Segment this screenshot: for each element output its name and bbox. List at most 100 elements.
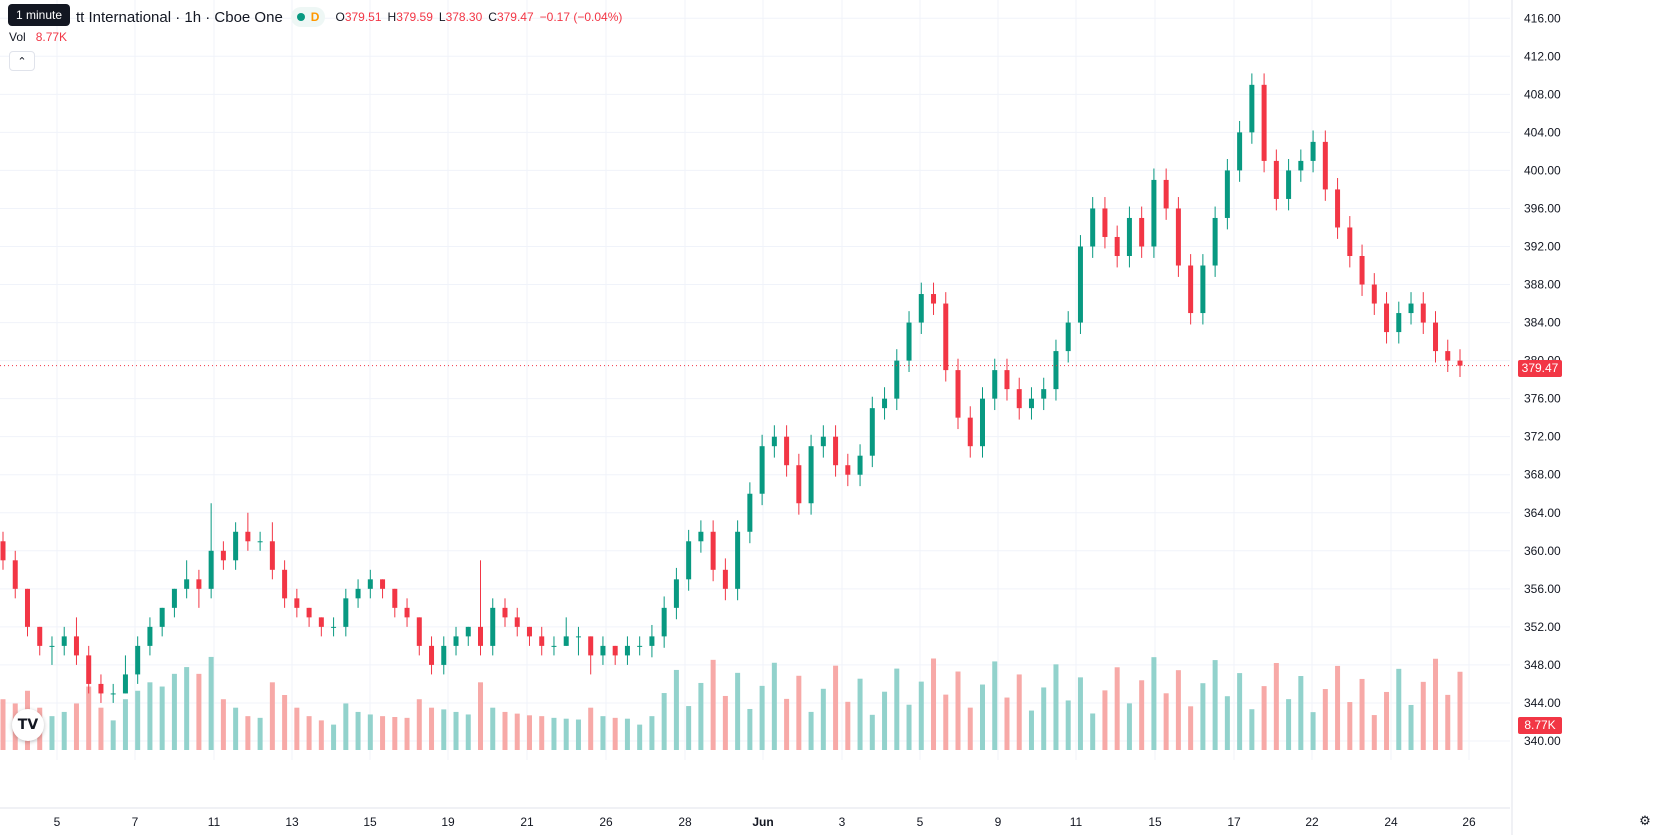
volume-bar [1371, 715, 1377, 750]
volume-bar [196, 673, 202, 750]
tradingview-logo-icon[interactable]: TV [12, 709, 44, 741]
candle-body [563, 636, 569, 646]
price-tick-label: 348.00 [1524, 658, 1561, 672]
volume-bar [429, 707, 435, 750]
volume-bar [771, 662, 777, 750]
volume-bar [1237, 673, 1243, 750]
candle-body [967, 417, 973, 447]
volume-bar [588, 707, 594, 750]
volume-bar [233, 707, 239, 750]
volume-bar [1347, 702, 1353, 750]
symbol-title[interactable]: tt International · 1h · Cboe One [76, 8, 283, 26]
candle-body [649, 636, 655, 646]
candle-body [1457, 360, 1463, 366]
price-tick-label: 384.00 [1524, 316, 1561, 330]
candle-body [392, 588, 398, 608]
volume-bar [808, 711, 814, 750]
volume-bar [673, 669, 679, 750]
candle-body [1335, 189, 1341, 228]
volume-bar [526, 715, 532, 750]
volume-bar [1298, 676, 1304, 750]
ohlc-high: H379.59 [387, 10, 433, 24]
volume-bar [110, 720, 116, 750]
volume-bar [184, 667, 190, 750]
volume-bar [1163, 693, 1169, 750]
volume-bar [269, 682, 275, 750]
candle-body [465, 626, 471, 637]
volume-bar [637, 724, 643, 750]
volume-bar [857, 678, 863, 750]
volume-bar [478, 682, 484, 750]
candle-body [624, 645, 630, 656]
volume-bar [98, 707, 104, 750]
volume-bar [992, 661, 998, 750]
time-tick-label: 11 [1070, 815, 1083, 829]
candle-body [1004, 370, 1010, 390]
candle-body [1249, 84, 1255, 133]
volume-bar [318, 720, 324, 750]
candle-body [1053, 351, 1059, 390]
volume-legend: Vol 8.77K [9, 30, 67, 44]
volume-bar [208, 656, 214, 750]
volume-bar [1224, 696, 1230, 750]
candle-body [1298, 160, 1304, 171]
candle-body [502, 607, 508, 618]
candle-body [1286, 170, 1292, 199]
candle-body [220, 550, 226, 561]
candle-body [1359, 256, 1365, 285]
volume-bar [61, 711, 67, 750]
volume-bar [612, 717, 618, 750]
candle-body [184, 579, 190, 589]
time-tick-label: 11 [208, 815, 221, 829]
volume-label[interactable]: Vol [9, 30, 26, 44]
volume-bar [502, 711, 508, 750]
volume-bar [367, 714, 373, 750]
volume-bar [869, 714, 875, 750]
candle-body [1102, 208, 1108, 237]
time-tick-label: 9 [995, 815, 1002, 829]
price-tick-label: 344.00 [1524, 696, 1561, 710]
volume-bar [918, 681, 924, 750]
volume-bar [49, 716, 55, 750]
candle-body [1408, 303, 1414, 314]
candle-body [1445, 351, 1451, 361]
volume-bar [1175, 670, 1181, 750]
volume-bar [735, 672, 741, 750]
time-tick-label: 5 [54, 815, 61, 829]
volume-bar [1102, 690, 1108, 750]
time-tick-label: 15 [1148, 815, 1162, 829]
volume-bar [661, 693, 667, 750]
price-tick-label: 412.00 [1524, 49, 1561, 63]
volume-bar [159, 686, 165, 750]
volume-bar [1200, 683, 1206, 750]
volume-bar [551, 717, 557, 750]
market-status-pill[interactable]: D [290, 7, 326, 27]
volume-bar [1188, 706, 1194, 750]
candle-body [49, 645, 55, 647]
candle-body [1261, 84, 1267, 161]
candle-body [1114, 236, 1120, 256]
market-open-dot-icon [296, 13, 305, 21]
collapse-legend-button[interactable]: ⌃ [9, 51, 35, 71]
volume-bar [1053, 664, 1059, 750]
volume-bar [1016, 674, 1022, 750]
gear-icon[interactable]: ⚙ [1639, 813, 1651, 828]
symbol-legend: tt International · 1h · Cboe One D O379.… [76, 7, 622, 27]
candle-body [931, 294, 937, 304]
candle-body [147, 626, 153, 646]
volume-bar [404, 717, 410, 750]
volume-bar [686, 706, 692, 750]
chevron-up-icon: ⌃ [17, 55, 27, 68]
candle-body [37, 626, 43, 646]
price-tick-label: 360.00 [1524, 544, 1561, 558]
candle-body [894, 360, 900, 399]
price-tick-label: 340.00 [1524, 734, 1561, 748]
volume-bar [220, 699, 226, 750]
volume-bar [1126, 703, 1132, 750]
volume-bar [1408, 704, 1414, 750]
candle-body [955, 370, 961, 418]
candle-body [575, 636, 581, 638]
candle-body [269, 541, 275, 570]
candle-body [918, 294, 924, 323]
